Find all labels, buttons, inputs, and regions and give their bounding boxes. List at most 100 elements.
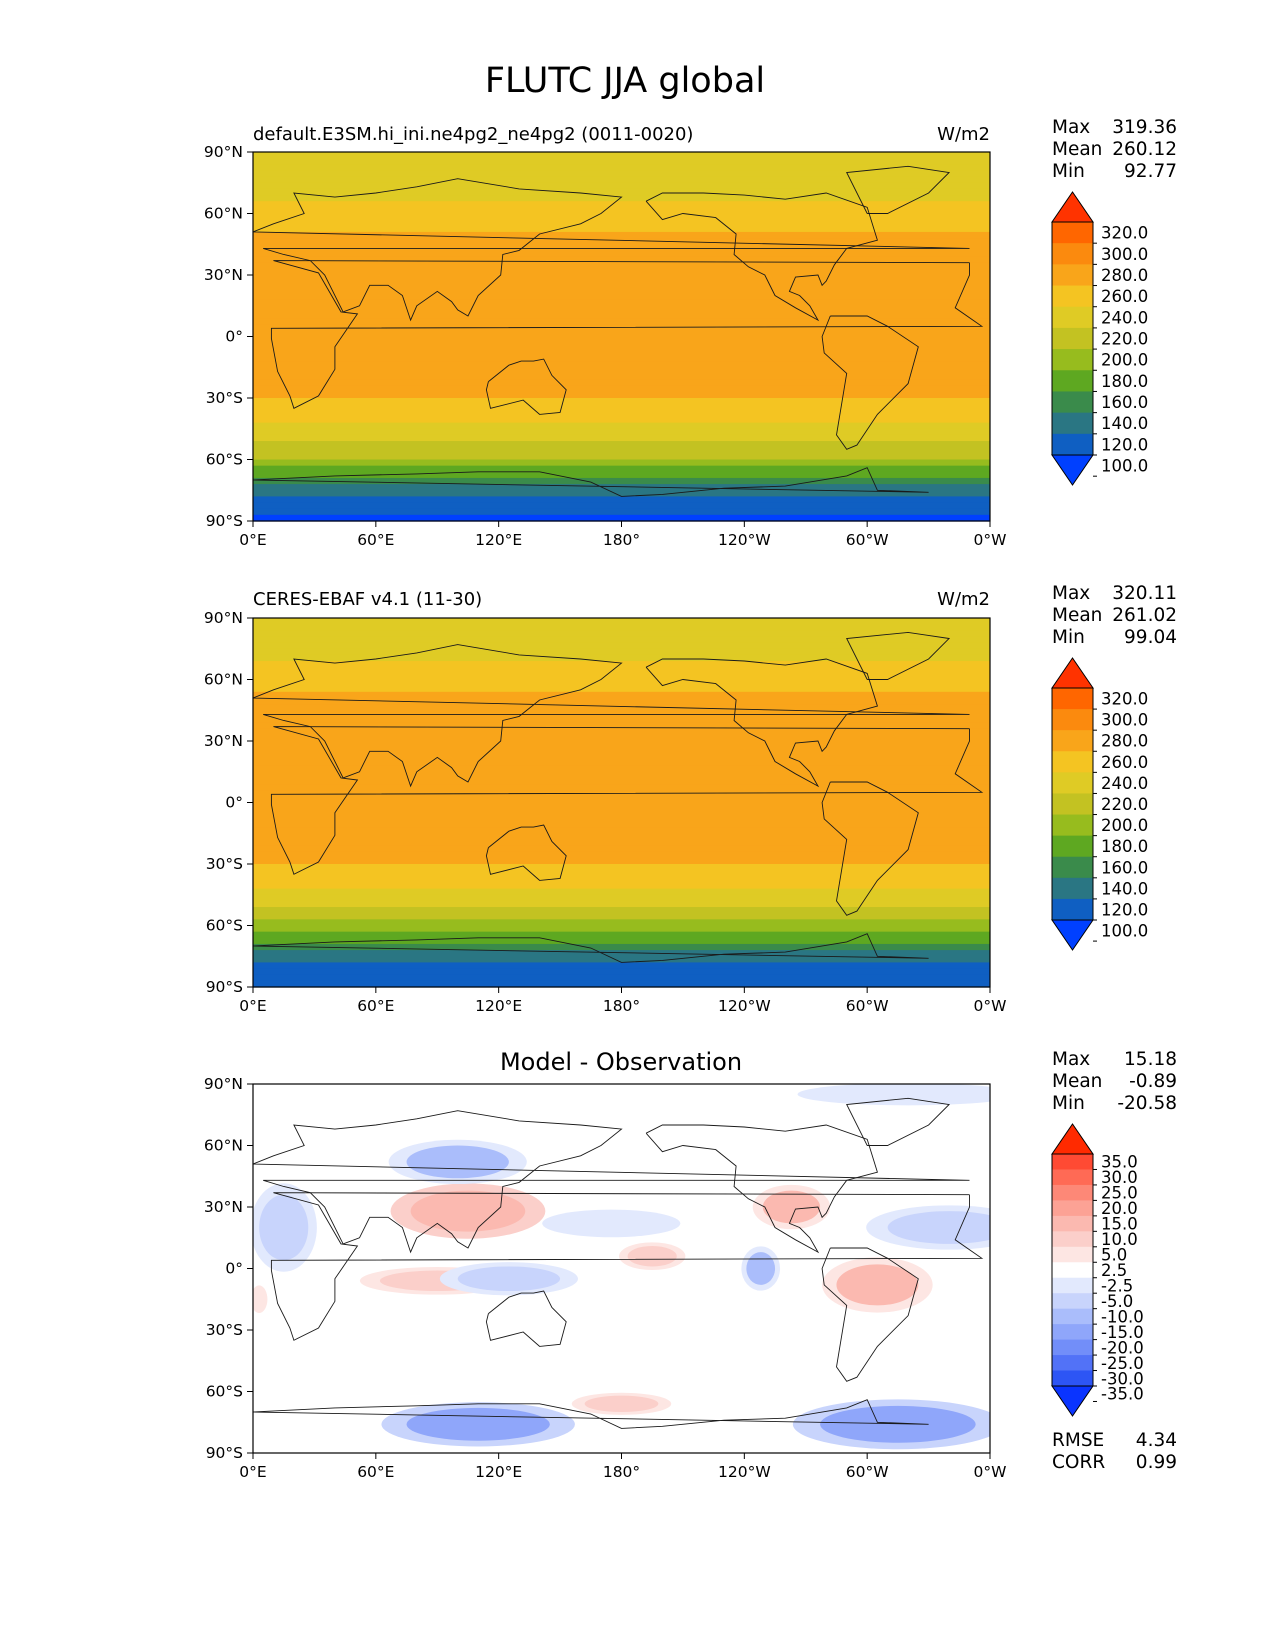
anomaly — [584, 1395, 659, 1413]
y-tick-label: 60°S — [206, 917, 243, 935]
field-band — [253, 845, 990, 853]
anomaly — [826, 1086, 990, 1103]
colorbar-tick-label: 2.5 — [1101, 1261, 1127, 1280]
colorbar-tick-label: -15.0 — [1101, 1323, 1144, 1342]
colorbar-tick-label: -2.5 — [1101, 1276, 1133, 1295]
colorbar-segment — [1052, 856, 1093, 879]
colorbar-tick-label: 10.0 — [1101, 1230, 1138, 1249]
colorbar-extend-max — [1051, 657, 1094, 689]
field-band — [253, 373, 990, 381]
coastline — [270, 260, 984, 409]
field-band — [253, 925, 990, 933]
field-band — [253, 968, 990, 976]
field-band — [253, 152, 990, 159]
x-tick-label: 60°E — [357, 531, 394, 549]
colorbar-segment — [1052, 243, 1093, 265]
stat-mean-label: Mean — [1052, 605, 1102, 626]
field-band — [253, 691, 990, 699]
colorbar-segment — [1052, 688, 1093, 710]
y-tick-label: 90°S — [206, 512, 243, 530]
colorbar-segment — [1052, 1154, 1093, 1170]
field-band — [253, 164, 990, 172]
field-band — [253, 784, 990, 791]
field-band — [253, 502, 990, 510]
y-tick-label: 60°S — [206, 451, 243, 469]
field-band — [253, 630, 990, 638]
panel-model-colorbar: 320.0 300.0 280.0 260.0 240.0 220.0 200.0 180.0… — [1051, 191, 1148, 486]
colorbar-segment — [1052, 1293, 1093, 1310]
field-band — [253, 465, 990, 473]
coastline — [846, 1097, 951, 1146]
field-band — [253, 728, 990, 736]
field-band — [253, 342, 990, 350]
y-tick-label: 0° — [225, 328, 243, 346]
field-band — [253, 508, 990, 516]
colorbar-segment — [1052, 391, 1093, 414]
field-band — [253, 367, 990, 374]
field-band — [253, 256, 990, 264]
field — [253, 618, 990, 988]
stat-min-label: Min — [1052, 1093, 1085, 1114]
y-tick-label: 60°N — [204, 205, 243, 223]
stat-max-label: Max — [1052, 117, 1090, 138]
field — [253, 1084, 990, 1453]
y-tick-label: 30°S — [206, 855, 243, 873]
anomaly — [887, 1211, 990, 1244]
colorbar-tick-label: 100.0 — [1101, 457, 1148, 476]
field-band — [253, 281, 990, 288]
coastline — [252, 644, 970, 788]
y-tick-label: 90°N — [204, 143, 243, 161]
field-band — [253, 777, 990, 785]
coastline — [846, 165, 951, 214]
anomaly-layer — [253, 1084, 990, 1450]
coastlines — [252, 1097, 984, 1429]
anomaly — [836, 1264, 919, 1306]
field-band — [253, 410, 990, 418]
colorbar-segment — [1052, 751, 1093, 773]
field-band — [253, 336, 990, 344]
field-band — [253, 348, 990, 356]
anomaly — [253, 1289, 266, 1310]
field-band — [253, 894, 990, 902]
anomaly — [259, 1194, 309, 1261]
field-band — [253, 771, 990, 779]
field-band — [253, 471, 990, 479]
colorbar-frame — [1051, 687, 1094, 921]
field-band — [253, 379, 990, 387]
colorbar-extend-max — [1051, 1123, 1094, 1155]
x-tick-label: 120°E — [475, 531, 522, 549]
field-band — [253, 722, 990, 730]
field-band — [253, 734, 990, 742]
colorbar-extend-max — [1051, 191, 1094, 223]
anomaly — [560, 1213, 663, 1234]
field-band — [253, 268, 990, 276]
panel-diff-colorbar: 35.030.025.020.015.010.05.02.5-2.5-5.0-1… — [1051, 1123, 1144, 1417]
coastline — [821, 781, 919, 916]
colorbar-segment — [1052, 433, 1093, 456]
colorbar-tick-label: 260.0 — [1101, 287, 1148, 306]
anomaly — [410, 1190, 526, 1232]
field-band — [253, 262, 990, 270]
colorbar-segment — [1052, 1184, 1093, 1201]
colorbar-tick-label: 300.0 — [1101, 711, 1148, 730]
field-band — [253, 820, 990, 828]
field-band — [253, 802, 990, 810]
coastline — [485, 358, 567, 415]
colorbar-segment — [1052, 898, 1093, 921]
stat-min-label: Min — [1052, 161, 1085, 182]
colorbar-tick-label: 25.0 — [1101, 1184, 1138, 1203]
colorbar-segment — [1052, 772, 1093, 794]
axes: 0°E 60°E 120°E 180° 120°W 60°W 0°W 90°N 60°N 30°N… — [204, 609, 1007, 1015]
field-band — [253, 250, 990, 258]
field-band — [253, 704, 990, 711]
coastline — [252, 178, 970, 322]
colorbar-segment — [1052, 222, 1093, 244]
field-band — [253, 624, 990, 631]
field-band — [253, 864, 990, 871]
colorbar-segment — [1052, 1339, 1093, 1356]
coastline — [821, 315, 919, 450]
coastline — [252, 1110, 970, 1254]
field-band — [253, 956, 990, 963]
field-band — [253, 201, 990, 208]
field-band — [253, 919, 990, 927]
